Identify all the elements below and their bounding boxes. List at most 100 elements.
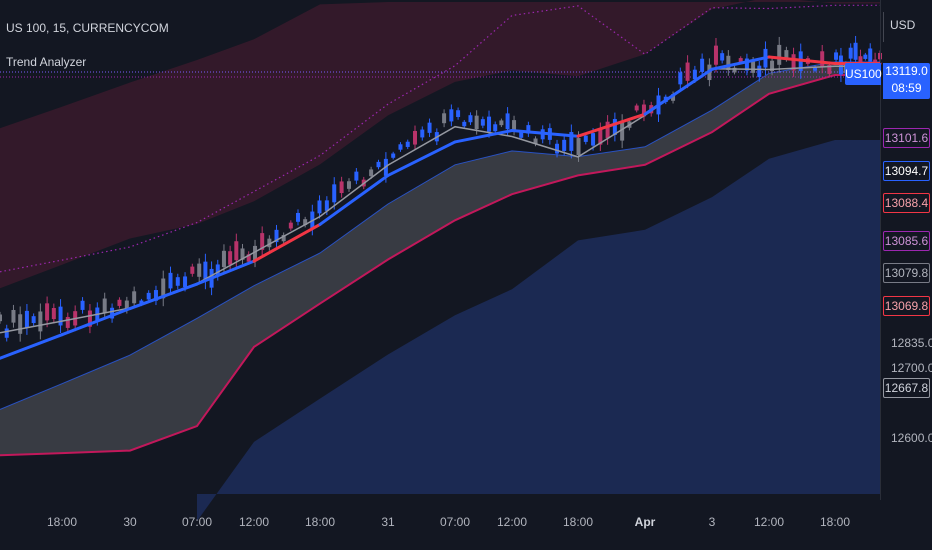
upper-band — [0, 0, 880, 289]
candle-body — [317, 200, 322, 214]
candle-body — [868, 48, 873, 62]
candle-body — [87, 310, 92, 327]
candle-body — [11, 309, 16, 323]
candle-body — [427, 122, 432, 133]
candle-body — [576, 138, 581, 156]
candle-body — [505, 113, 510, 130]
trend-line-segment — [195, 259, 256, 286]
candle-body — [598, 128, 603, 145]
candle-body — [777, 44, 782, 65]
cloud-edge-line — [0, 61, 880, 410]
candle-body — [260, 233, 265, 250]
candle-body — [738, 58, 743, 63]
candle-body — [562, 139, 567, 151]
time-tick: 30 — [123, 515, 137, 529]
candle-body — [420, 129, 425, 138]
time-tick: 31 — [381, 515, 395, 529]
candle-body — [634, 105, 639, 111]
candle-body — [713, 45, 718, 65]
indicator-legend[interactable]: Trend Analyzer — [6, 55, 87, 69]
candle-body — [784, 50, 789, 59]
candle-body — [240, 248, 245, 260]
candle-body — [820, 51, 825, 67]
candle-body — [720, 53, 725, 61]
candle-body — [190, 266, 195, 274]
price-tick: 12700.0 — [891, 361, 932, 375]
symbol-legend[interactable]: US 100, 15, CURRENCYCOM — [6, 21, 169, 35]
candle-body — [620, 121, 625, 141]
price-level-box: 13069.8 — [883, 296, 930, 316]
candle-body — [732, 67, 737, 73]
candle-body — [726, 55, 731, 71]
price-level-box: 13085.6 — [883, 231, 930, 251]
candle-body — [555, 143, 560, 154]
candle-body — [65, 316, 70, 328]
candle-body — [405, 141, 410, 147]
candle-body — [215, 264, 220, 276]
candle-body — [153, 290, 158, 301]
candle-body — [700, 58, 705, 72]
candle-body — [827, 65, 832, 74]
price-tick: 12600.0 — [891, 431, 932, 445]
candle-body — [493, 124, 498, 132]
candle-body — [641, 104, 646, 117]
candle-body — [354, 171, 359, 181]
candle-body — [526, 125, 531, 134]
price-level-box: 13088.4 — [883, 193, 930, 213]
bar-countdown: 08:59 — [891, 81, 922, 95]
current-price-value: 13119.0 — [885, 64, 928, 78]
trend-line-segment — [60, 307, 132, 337]
time-tick: 3 — [708, 515, 716, 529]
candle-body — [274, 229, 279, 243]
candle-body — [139, 300, 144, 305]
candle-body — [161, 278, 166, 299]
time-tick: 18:00 — [46, 515, 78, 529]
candle-body — [413, 130, 418, 145]
trend-line-segment — [386, 140, 457, 177]
trend-line-segment — [453, 129, 514, 144]
candle-body — [456, 110, 461, 118]
candle-body — [324, 200, 329, 211]
candle-body — [751, 61, 756, 73]
candle-body — [398, 144, 403, 150]
candle-body — [853, 42, 858, 60]
trend-line-segment — [643, 67, 714, 116]
candle-body — [474, 115, 479, 130]
currency-label[interactable]: USD — [890, 18, 916, 32]
trend-line-segment — [252, 222, 322, 263]
time-tick: 18:00 — [819, 515, 851, 529]
cloud-fill — [0, 61, 880, 456]
candle-body — [332, 184, 337, 203]
trend-line-segment — [128, 282, 199, 311]
candle-body — [512, 120, 517, 132]
trend-line-segment — [710, 55, 771, 71]
time-tick: 07:00 — [181, 515, 213, 529]
candle-body — [834, 52, 839, 60]
candle-body — [369, 169, 374, 177]
price-tick: 12835.0 — [891, 336, 932, 350]
candle-body — [221, 250, 226, 268]
lower-band — [197, 140, 880, 522]
candle-body — [863, 54, 868, 59]
candle-body — [770, 60, 775, 72]
time-tick: 07:00 — [439, 515, 471, 529]
candle-body — [519, 132, 524, 138]
candle-body — [848, 47, 853, 59]
scale-divider — [883, 12, 884, 42]
price-axis-divider — [880, 0, 881, 500]
candle-body — [4, 328, 9, 338]
candle-body — [175, 277, 180, 286]
price-level-box: 13094.7 — [883, 161, 930, 181]
candle-body — [288, 222, 293, 229]
candle-body — [253, 245, 258, 262]
candle-body — [449, 109, 454, 122]
candle-body — [228, 251, 233, 265]
candle-body — [45, 303, 50, 321]
trend-line-segment — [576, 112, 647, 138]
candle-body — [197, 263, 202, 277]
candle-body — [58, 306, 63, 326]
candle-body — [605, 121, 610, 139]
candle-body — [102, 298, 107, 314]
